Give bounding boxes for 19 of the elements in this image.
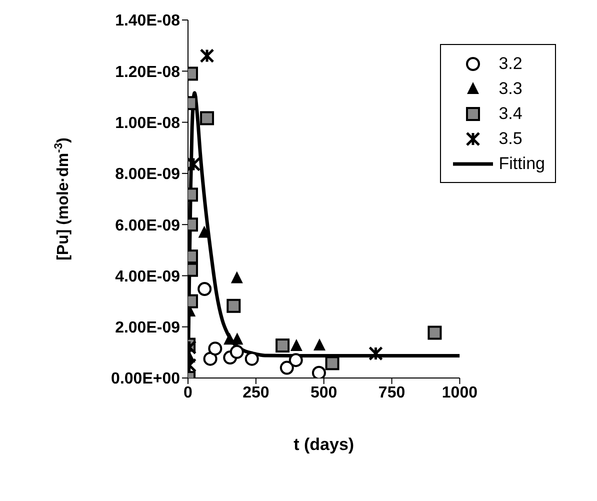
x-tick-label: 750 [378, 384, 406, 402]
y-tick-label: 6.00E-09 [115, 217, 180, 234]
y-tick-label: 2.00E-09 [115, 320, 180, 337]
y-tick-label: 4.00E-09 [115, 268, 180, 286]
legend-label: 3.3 [498, 78, 522, 100]
legend-label: 3.2 [498, 53, 522, 75]
y-tick-label: 8.00E-09 [115, 166, 180, 184]
x-tick-label: 0 [184, 384, 193, 402]
y-tick-label: 1.40E-08 [115, 12, 180, 30]
legend-label: 3.5 [498, 128, 522, 150]
y-tick-label: 0.00E+00 [111, 370, 180, 388]
x-tick-label: 500 [310, 384, 338, 402]
legend-label: Fitting [498, 153, 545, 175]
x-tick-label: 1000 [442, 384, 478, 402]
legend-label: 3.4 [498, 103, 522, 125]
y-tick-label: 1.00E-08 [115, 114, 180, 132]
x-axis-title: t (days) [294, 435, 354, 454]
y-tick-label: 1.20E-08 [115, 64, 180, 81]
x-tick-label: 250 [242, 384, 270, 402]
